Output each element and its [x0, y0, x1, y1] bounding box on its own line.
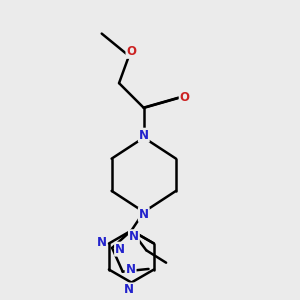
Text: N: N	[139, 208, 149, 221]
Text: N: N	[139, 129, 149, 142]
Text: N: N	[124, 284, 134, 296]
Text: N: N	[126, 263, 136, 276]
Text: N: N	[97, 236, 106, 249]
Text: O: O	[180, 92, 190, 104]
Text: O: O	[126, 45, 136, 58]
Text: N: N	[129, 230, 139, 243]
Text: N: N	[115, 243, 125, 256]
